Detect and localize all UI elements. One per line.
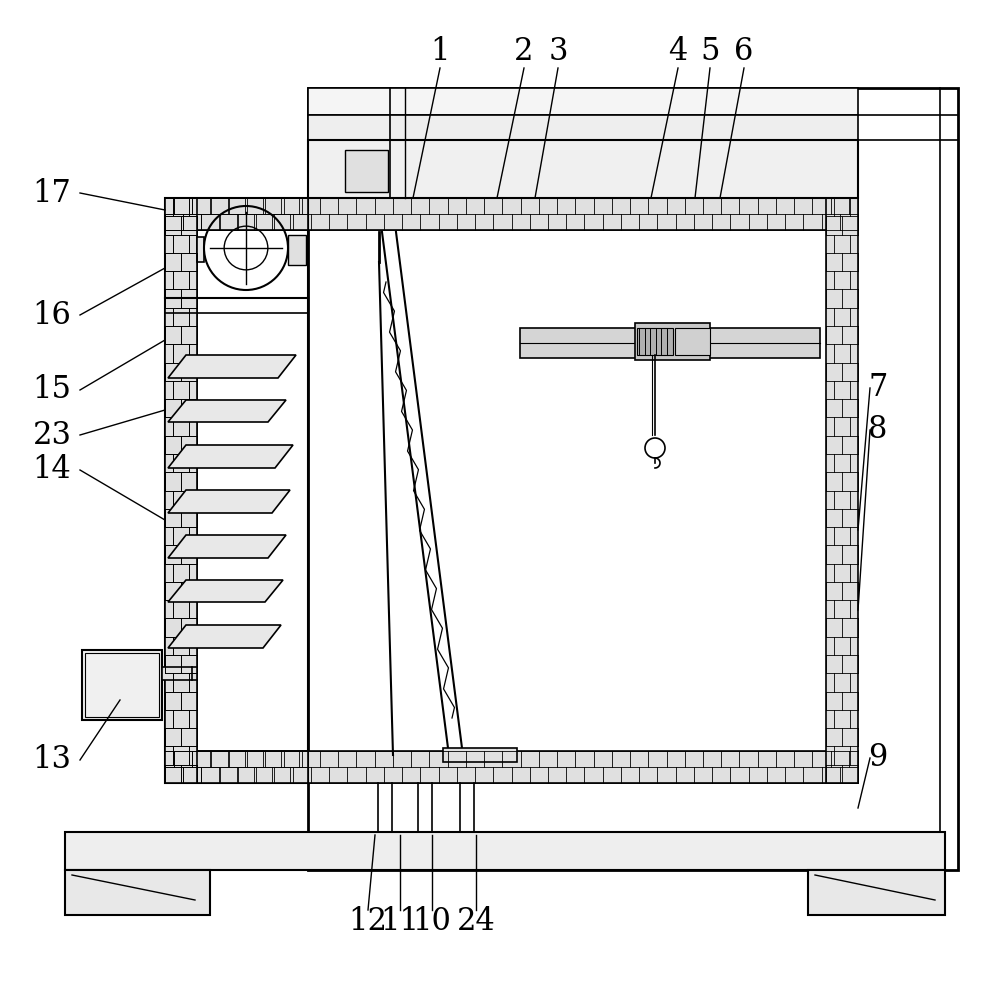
Text: 10: 10	[413, 907, 451, 937]
Bar	[345, 150, 388, 192]
Text: 16: 16	[33, 300, 71, 331]
Bar	[85, 653, 159, 717]
Bar	[288, 235, 306, 265]
Polygon shape	[168, 355, 296, 378]
Text: 11: 11	[380, 907, 420, 937]
Polygon shape	[168, 400, 286, 422]
Bar	[165, 751, 858, 783]
Text: 17: 17	[33, 178, 71, 209]
Bar	[65, 870, 210, 915]
Bar	[165, 198, 308, 783]
Bar	[308, 88, 858, 115]
Bar	[308, 115, 858, 140]
Bar	[82, 650, 162, 720]
Bar	[635, 323, 710, 360]
Text: 12: 12	[349, 907, 388, 937]
Bar	[308, 140, 858, 198]
Bar	[197, 237, 204, 262]
Text: 7: 7	[868, 372, 888, 403]
Polygon shape	[168, 580, 283, 602]
Polygon shape	[168, 535, 286, 558]
Text: 4: 4	[668, 37, 688, 68]
Bar	[165, 751, 308, 783]
Bar	[808, 870, 945, 915]
Bar	[308, 88, 958, 870]
Polygon shape	[168, 490, 290, 513]
Text: 1: 1	[430, 37, 450, 68]
Polygon shape	[168, 445, 293, 468]
Text: 23: 23	[32, 419, 72, 451]
Text: 15: 15	[32, 374, 72, 405]
Text: 8: 8	[868, 414, 888, 446]
Text: 9: 9	[868, 743, 888, 774]
Text: 2: 2	[514, 37, 534, 68]
Bar	[162, 667, 192, 680]
Bar	[443, 748, 517, 762]
Text: 13: 13	[32, 745, 72, 776]
Text: 3: 3	[548, 37, 568, 68]
Text: 6: 6	[734, 37, 754, 68]
Bar	[675, 328, 710, 355]
Bar	[65, 832, 945, 870]
Text: 14: 14	[33, 455, 71, 486]
Text: 5: 5	[700, 37, 720, 68]
Bar	[165, 198, 197, 783]
Bar	[165, 198, 308, 230]
Polygon shape	[168, 625, 281, 648]
Bar	[826, 198, 858, 783]
Bar	[637, 328, 673, 355]
Bar	[520, 328, 820, 358]
Bar	[165, 198, 197, 783]
Bar	[165, 198, 858, 230]
Text: 24: 24	[457, 907, 495, 937]
